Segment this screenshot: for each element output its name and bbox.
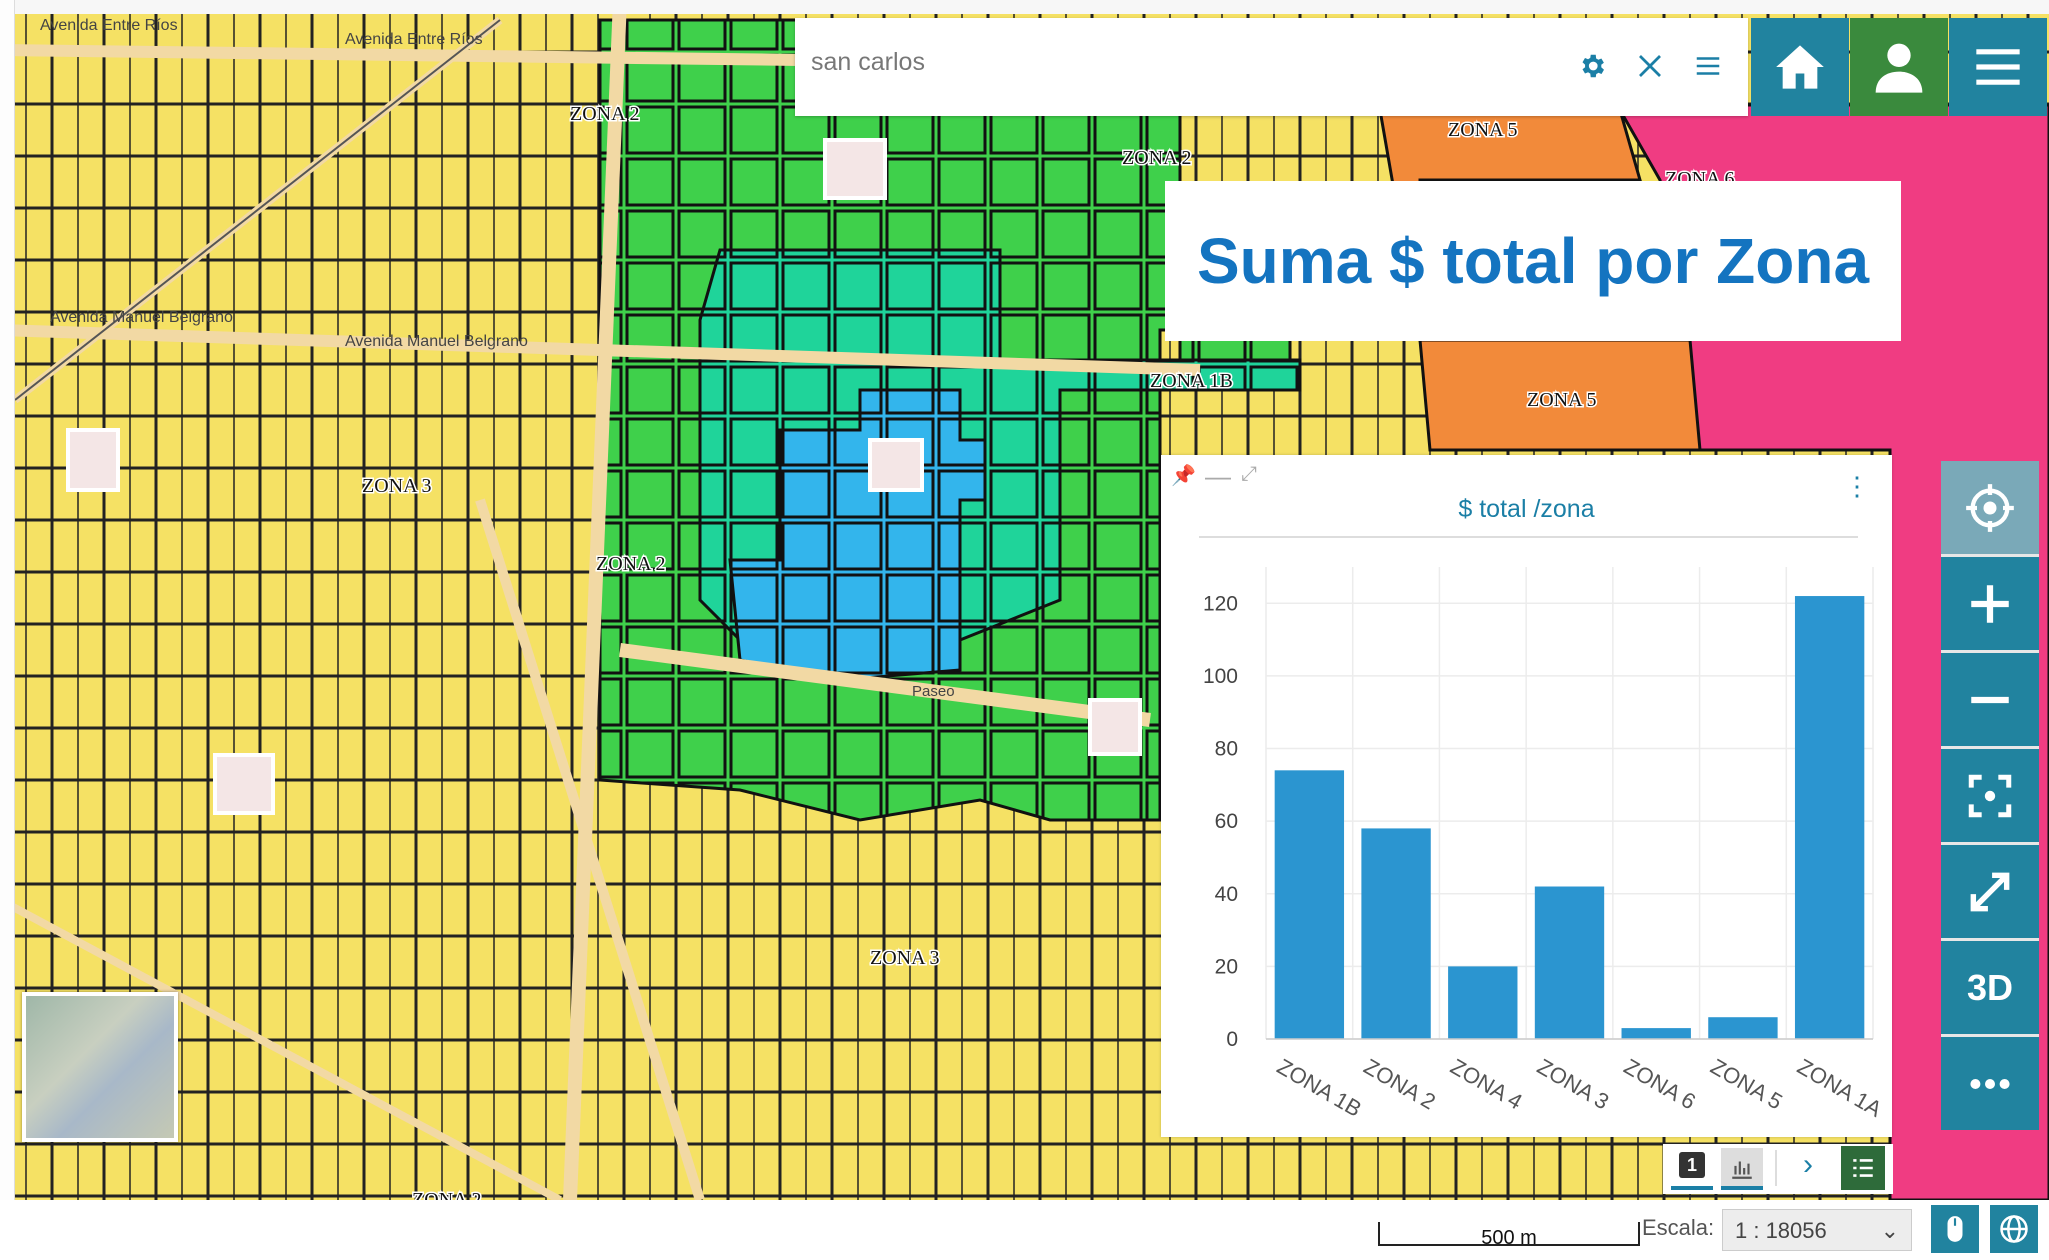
y-tick-label: 20 [1215, 955, 1238, 978]
street-label: Avenida Manuel Belgrano [50, 309, 233, 326]
y-tick-label: 60 [1215, 810, 1238, 833]
full-extent-button[interactable] [1941, 749, 2039, 845]
chart-view-icon[interactable] [1721, 1148, 1763, 1188]
x-tick-label: ZONA 4 [1446, 1054, 1526, 1115]
x-tick-label: ZONA 5 [1706, 1054, 1786, 1115]
zone-label: ZONA 2 [412, 1189, 481, 1200]
street-label: Avenida Manuel Belgrano [345, 333, 528, 350]
bar [1448, 966, 1518, 1039]
chart-title: $ total /zona [1458, 495, 1595, 523]
bar [1274, 770, 1345, 1039]
status-bar [0, 1200, 2049, 1260]
3d-button[interactable]: 3D [1941, 941, 2039, 1037]
bar [1534, 886, 1605, 1039]
x-tick-label: ZONA 6 [1620, 1054, 1700, 1115]
bar [1794, 596, 1865, 1039]
clear-search-icon[interactable] [1628, 44, 1672, 88]
zone-label: ZONA 5 [1527, 389, 1596, 411]
more-controls-button[interactable] [1941, 1037, 2039, 1130]
bar [1708, 1017, 1778, 1039]
globe-button[interactable] [1990, 1205, 2038, 1253]
title-text: Suma $ total por Zona [1196, 225, 1870, 297]
mouse-mode-button[interactable] [1931, 1205, 1979, 1253]
zona6-area [1599, 103, 2049, 1200]
main-menu-button[interactable] [1949, 18, 2047, 116]
zoom-out-icon [1971, 696, 2009, 703]
view-switch[interactable]: 1 › [1663, 1144, 1893, 1194]
scale-value: 1 : 18056 [1735, 1218, 1827, 1243]
x-tick-label: ZONA 2 [1360, 1054, 1440, 1115]
x-tick-label: ZONA 1A [1793, 1054, 1886, 1122]
zone-label: ZONA 2 [1122, 147, 1191, 169]
more-icon [1970, 1078, 2010, 1089]
left-edge [0, 0, 15, 1200]
search-input[interactable]: san carlos [811, 48, 925, 76]
home-button[interactable] [1751, 18, 1849, 116]
next-arrow-icon[interactable]: › [1803, 1148, 1813, 1181]
settings-gear-icon[interactable] [1570, 44, 1614, 88]
x-tick-label: ZONA 1B [1273, 1054, 1366, 1122]
hamburger-icon [1976, 49, 2020, 85]
browser-edge [0, 0, 2049, 14]
street-label: Avenida Entre Ríos [345, 31, 483, 48]
scale-label: Escala: [1642, 1215, 1715, 1240]
overview-minimap[interactable] [22, 992, 178, 1142]
bar [1361, 828, 1431, 1039]
3d-label: 3D [1966, 966, 2014, 1008]
list-view-icon[interactable] [1841, 1146, 1885, 1190]
search-menu-icon[interactable] [1686, 44, 1730, 88]
locate-button[interactable] [1941, 461, 2039, 557]
fullscreen-button[interactable] [1941, 845, 2039, 941]
street-label: Avenida Entre Ríos [40, 17, 178, 34]
zoom-out-button[interactable] [1941, 653, 2039, 749]
street-label: Paseo [912, 683, 955, 700]
zone-label: ZONA 2 [570, 103, 639, 125]
y-tick-label: 80 [1215, 738, 1238, 761]
zone-label: ZONA 3 [870, 947, 939, 969]
divider [1199, 536, 1858, 538]
active-tab-indicator [1671, 1186, 1713, 1190]
title-overlay: Suma $ total por Zona [1165, 181, 1901, 341]
y-tick-label: 0 [1226, 1028, 1238, 1051]
zone-label: ZONA 3 [362, 475, 431, 497]
chart-panel[interactable]: 📌 — ⤢ ⋮ $ total /zona 0 20 40 60 80 100 120 ZON… [1161, 455, 1892, 1137]
zone-label: ZONA 2 [596, 553, 665, 575]
extent-icon [1968, 774, 2012, 817]
locate-icon [1966, 483, 2014, 532]
y-tick-label: 120 [1203, 592, 1238, 615]
scale-select[interactable]: 1 : 18056 ⌄ [1722, 1209, 1912, 1251]
globe-icon [2000, 1215, 2028, 1243]
mouse-icon [1947, 1216, 1963, 1242]
y-tick-label: 100 [1203, 665, 1238, 688]
fullscreen-icon [1970, 872, 2010, 911]
tab-indicator [1721, 1186, 1763, 1190]
search-bar[interactable]: san carlos [795, 18, 1748, 116]
user-button[interactable] [1850, 18, 1948, 116]
zone-label: ZONA 5 [1448, 119, 1517, 141]
divider [1775, 1150, 1777, 1186]
tab-page-number[interactable]: 1 [1679, 1152, 1705, 1178]
y-tick-label: 40 [1215, 883, 1238, 906]
minimize-icon[interactable]: — [1205, 461, 1231, 491]
zoom-in-button[interactable] [1941, 557, 2039, 653]
zone-label: ZONA 1B [1150, 370, 1233, 392]
home-icon [1776, 45, 1824, 89]
bar [1621, 1028, 1691, 1039]
scale-bar: 500 m [1378, 1222, 1640, 1249]
x-tick-label: ZONA 3 [1533, 1054, 1613, 1115]
pin-icon[interactable]: 📌 [1171, 465, 1196, 487]
chevron-down-icon: ⌄ [1880, 1218, 1899, 1243]
expand-icon[interactable]: ⤢ [1241, 463, 1257, 485]
user-icon [1875, 43, 1923, 93]
zoom-in-icon [1971, 584, 2009, 623]
